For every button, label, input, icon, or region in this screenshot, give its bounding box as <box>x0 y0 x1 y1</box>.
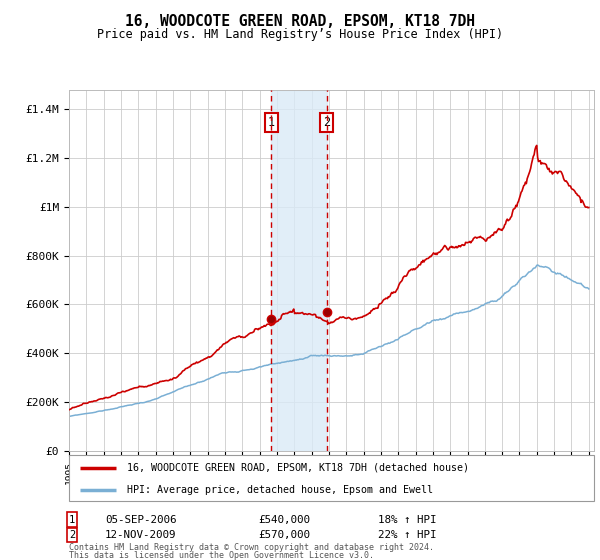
Bar <box>271 90 326 451</box>
Text: 2: 2 <box>323 115 330 129</box>
FancyBboxPatch shape <box>69 455 594 501</box>
Text: 05-SEP-2006: 05-SEP-2006 <box>105 515 176 525</box>
Text: HPI: Average price, detached house, Epsom and Ewell: HPI: Average price, detached house, Epso… <box>127 485 433 494</box>
Text: 2: 2 <box>69 530 75 540</box>
Text: 18% ↑ HPI: 18% ↑ HPI <box>378 515 437 525</box>
Text: 12-NOV-2009: 12-NOV-2009 <box>105 530 176 540</box>
Text: £540,000: £540,000 <box>258 515 310 525</box>
Text: Contains HM Land Registry data © Crown copyright and database right 2024.: Contains HM Land Registry data © Crown c… <box>69 543 434 552</box>
Text: 22% ↑ HPI: 22% ↑ HPI <box>378 530 437 540</box>
Text: 16, WOODCOTE GREEN ROAD, EPSOM, KT18 7DH (detached house): 16, WOODCOTE GREEN ROAD, EPSOM, KT18 7DH… <box>127 463 469 473</box>
Text: 1: 1 <box>268 115 275 129</box>
Text: Price paid vs. HM Land Registry’s House Price Index (HPI): Price paid vs. HM Land Registry’s House … <box>97 28 503 41</box>
Text: 1: 1 <box>69 515 75 525</box>
Text: This data is licensed under the Open Government Licence v3.0.: This data is licensed under the Open Gov… <box>69 551 374 560</box>
Text: 16, WOODCOTE GREEN ROAD, EPSOM, KT18 7DH: 16, WOODCOTE GREEN ROAD, EPSOM, KT18 7DH <box>125 14 475 29</box>
Text: £570,000: £570,000 <box>258 530 310 540</box>
